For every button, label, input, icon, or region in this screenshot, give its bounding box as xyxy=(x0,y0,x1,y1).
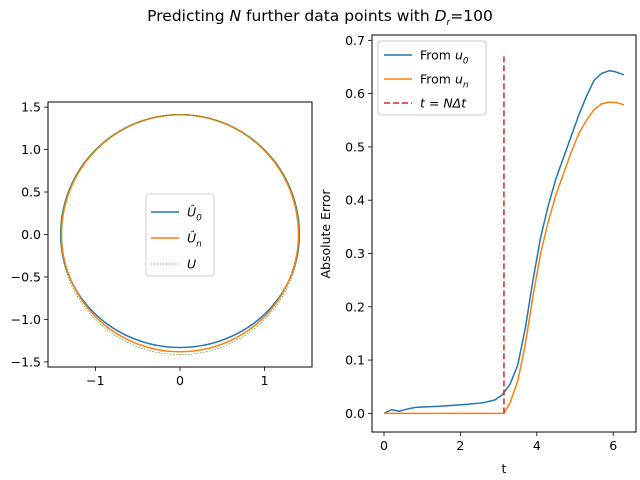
right-legend-frame xyxy=(377,40,487,116)
left-x-tick-label: 1 xyxy=(261,373,269,388)
right-y-tick-label: 0.6 xyxy=(345,86,365,101)
right-axes-frame xyxy=(371,34,637,433)
right-y-tick-label: 0.3 xyxy=(345,246,365,261)
legend-label-t-n-t: t = NΔt xyxy=(420,96,467,111)
right-panel: 0 2 4 6 0.0 0.1 0.2 0.3 0.4 0.5 0.6 0.7 t Absolute … xyxy=(318,33,637,476)
series-from-u0 xyxy=(383,69,625,415)
legend-label-0: Û0 xyxy=(187,205,202,224)
legend-label-n: Ûn xyxy=(187,231,202,250)
left-x-tick-label: 0 xyxy=(176,373,184,388)
left-y-tick-label: −0.5 xyxy=(11,269,41,284)
right-x-tick-label: 4 xyxy=(533,438,541,453)
figure-title: Predicting N further data points with Dr… xyxy=(147,7,493,28)
series-from-un xyxy=(383,101,625,415)
left-ticks: −1 0 1 −1.5 −1.0 −0.5 0.0 0.5 1.0 1.5 xyxy=(11,100,269,388)
right-y-tick-label: 0.7 xyxy=(345,33,365,48)
right-x-tick-label: 0 xyxy=(380,438,388,453)
right-y-tick-label: 0.4 xyxy=(345,193,365,208)
left-x-tick-label: −1 xyxy=(86,373,104,388)
right-plot-area xyxy=(383,53,625,415)
series-u xyxy=(59,114,300,355)
right-y-axis-label: Absolute Error xyxy=(318,189,333,279)
legend-label-from-u0: From u0 xyxy=(420,48,469,67)
left-y-tick-label: 0.5 xyxy=(21,185,41,200)
right-y-tick-label: 0.5 xyxy=(345,139,365,154)
left-legend: Û0 Ûn U xyxy=(145,193,215,277)
right-y-tick-label: 0.0 xyxy=(345,406,365,421)
left-y-tick-label: 1.5 xyxy=(21,100,41,115)
right-x-axis-label: t xyxy=(502,461,507,476)
left-legend-frame xyxy=(145,193,215,277)
left-panel: −1 0 1 −1.5 −1.0 −0.5 0.0 0.5 1.0 1.5 Û0 Ûn U xyxy=(11,100,313,388)
series-n xyxy=(60,113,300,353)
right-y-tick-label: 0.2 xyxy=(345,299,365,314)
right-x-tick-label: 2 xyxy=(456,438,464,453)
left-y-tick-label: 1.0 xyxy=(21,142,41,157)
left-y-tick-label: 0.0 xyxy=(21,227,41,242)
right-legend: From u0 From un t = NΔt xyxy=(377,40,487,116)
left-y-tick-label: −1.5 xyxy=(11,354,41,369)
left-plot-area xyxy=(59,113,301,355)
right-ticks: 0 2 4 6 0.0 0.1 0.2 0.3 0.4 0.5 0.6 0.7 xyxy=(345,33,617,453)
legend-label-u: U xyxy=(187,257,196,272)
right-x-tick-label: 6 xyxy=(609,438,617,453)
right-y-tick-label: 0.1 xyxy=(345,353,365,368)
legend-label-from-un: From un xyxy=(420,72,469,91)
left-y-tick-label: −1.0 xyxy=(11,312,41,327)
